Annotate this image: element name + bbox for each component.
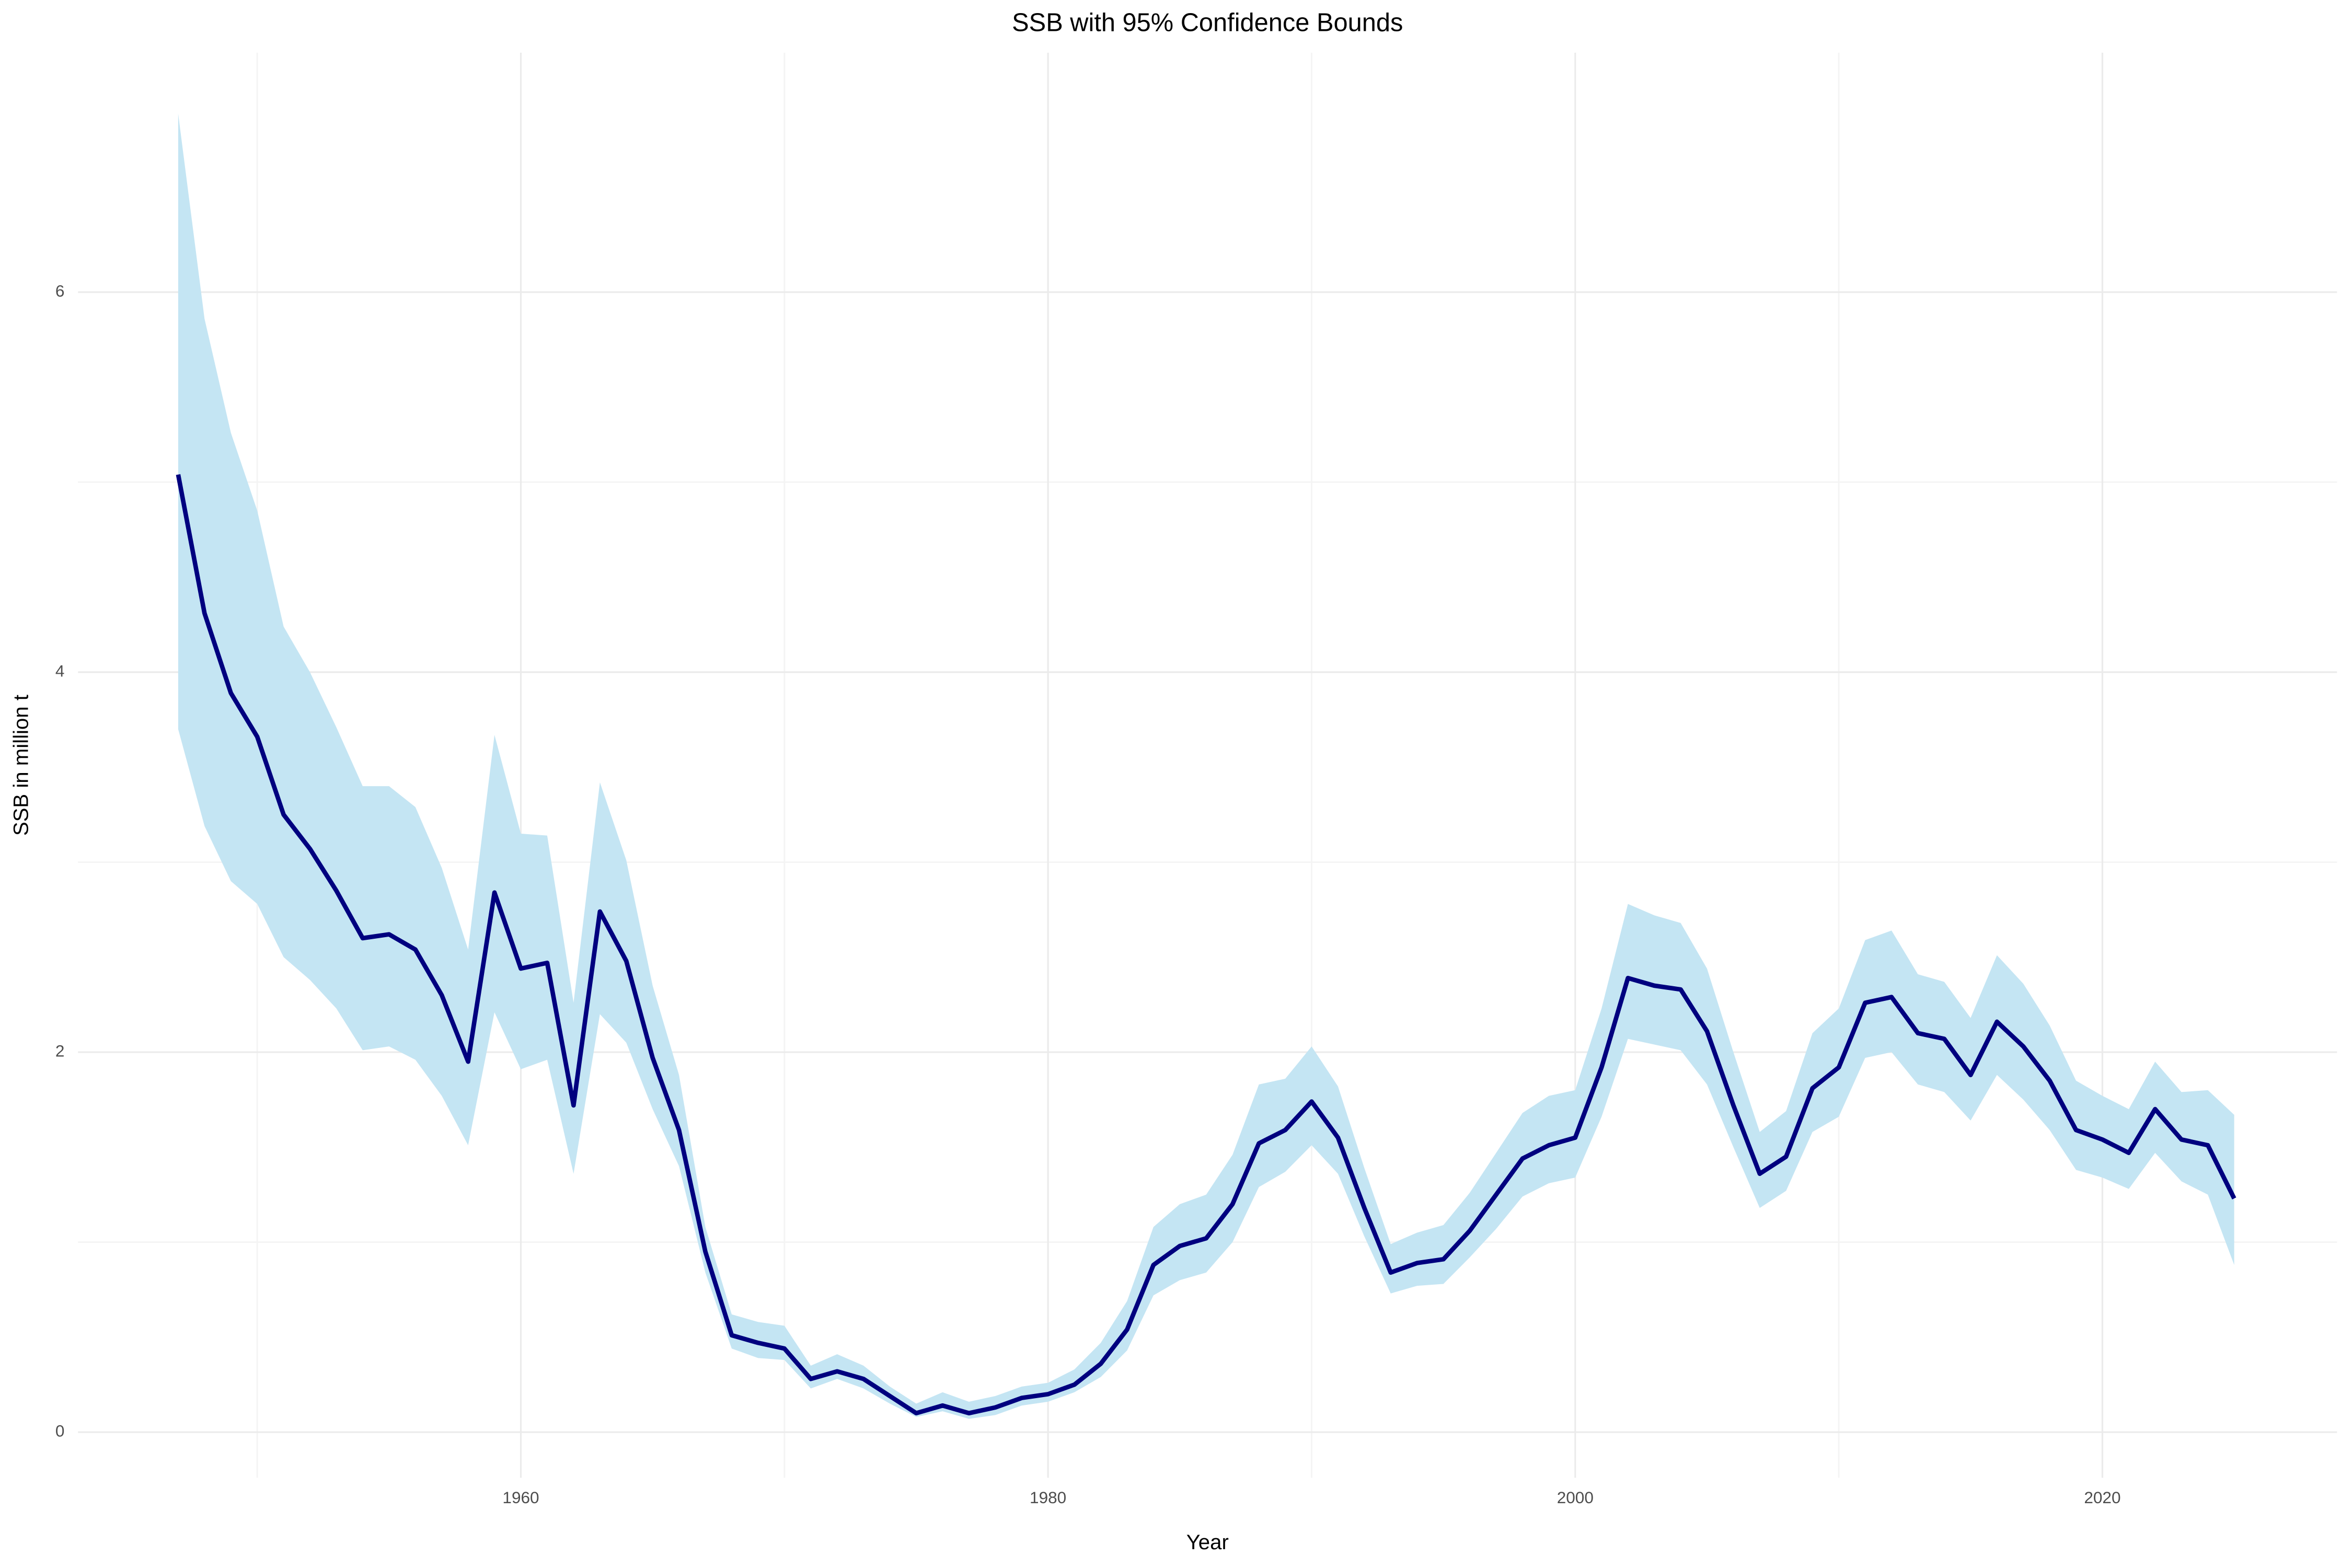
x-tick-label: 2020 (2084, 1488, 2120, 1507)
y-tick-label: 4 (55, 661, 65, 680)
grid (78, 52, 2337, 1478)
y-tick-label: 6 (55, 281, 65, 300)
x-tick-label: 1980 (1030, 1488, 1066, 1507)
y-tick-label: 2 (55, 1041, 65, 1060)
x-axis-label: Year (1186, 1530, 1229, 1554)
x-tick-label: 2000 (1557, 1488, 1594, 1507)
x-tick-label: 1960 (502, 1488, 539, 1507)
chart-title: SSB with 95% Confidence Bounds (1012, 8, 1403, 37)
line (176, 474, 2236, 1416)
tick-labels: 1960 1980 2000 2020 0 2 4 6 (55, 281, 2121, 1507)
y-tick-label: 0 (55, 1421, 65, 1440)
y-axis-label: SSB in million t (9, 695, 33, 836)
confidence-band (178, 113, 2234, 1419)
plot (176, 113, 2236, 1419)
